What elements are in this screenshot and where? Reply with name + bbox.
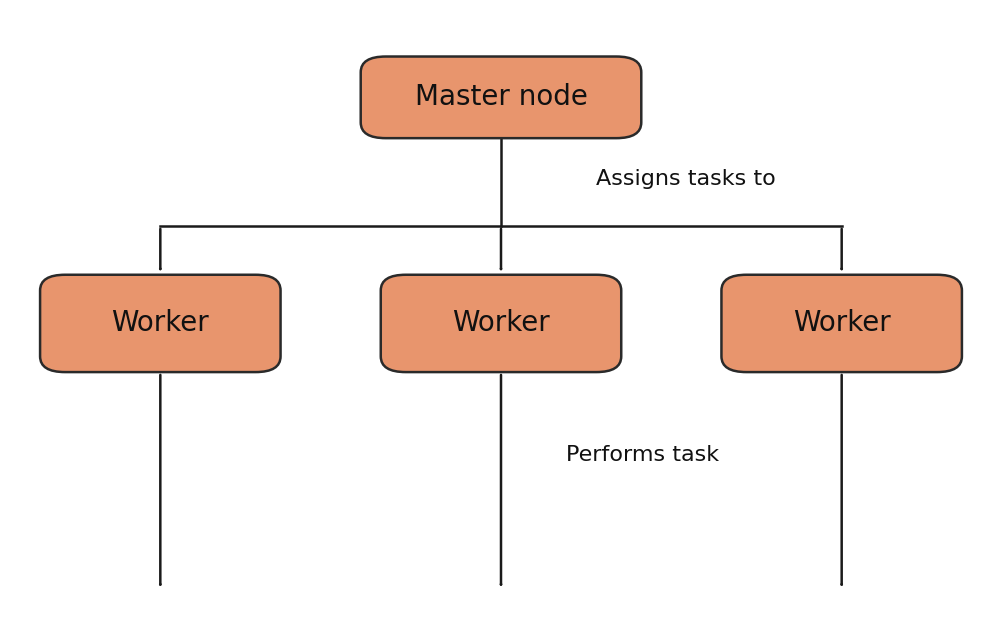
- Text: Assigns tasks to: Assigns tasks to: [596, 169, 776, 189]
- Text: Worker: Worker: [793, 310, 891, 337]
- Text: Worker: Worker: [452, 310, 550, 337]
- FancyBboxPatch shape: [721, 275, 962, 372]
- Text: Worker: Worker: [111, 310, 209, 337]
- FancyBboxPatch shape: [381, 275, 621, 372]
- Text: Performs task: Performs task: [566, 445, 719, 465]
- FancyBboxPatch shape: [361, 57, 641, 138]
- FancyBboxPatch shape: [40, 275, 281, 372]
- Text: Master node: Master node: [415, 84, 587, 111]
